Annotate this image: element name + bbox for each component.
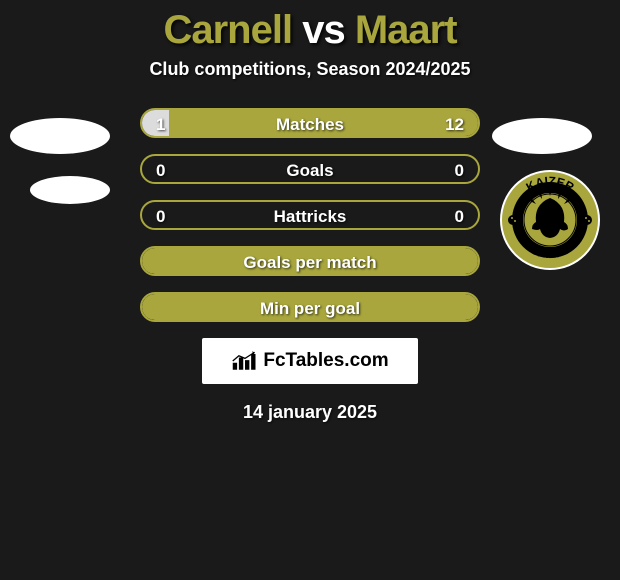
stat-row: Min per goal <box>140 292 480 322</box>
bars-icon <box>231 350 259 372</box>
stat-value-right: 0 <box>455 202 464 230</box>
title-player1: Carnell <box>163 8 292 52</box>
title-player2: Maart <box>355 8 457 52</box>
stat-value-left: 0 <box>156 156 165 184</box>
stat-bars: Matches112Goals00Hattricks00Goals per ma… <box>140 108 480 322</box>
page-title: Carnell vs Maart <box>0 0 620 53</box>
subtitle: Club competitions, Season 2024/2025 <box>0 59 620 80</box>
stat-value-right: 0 <box>455 156 464 184</box>
avatar-right-player <box>492 118 592 154</box>
stat-label: Hattricks <box>142 202 478 230</box>
stat-row: Goals per match <box>140 246 480 276</box>
stat-row: Goals0 0 <box>140 154 480 184</box>
avatar-left-player <box>10 118 110 154</box>
stats-card: Carnell vs Maart Club competitions, Seas… <box>0 0 620 580</box>
stat-label: Matches <box>142 110 478 138</box>
stat-value-left: 1 <box>156 110 165 138</box>
title-vs: vs <box>302 8 345 52</box>
brand-box: FcTables.com <box>202 338 418 384</box>
stat-row: Matches1 12 <box>140 108 480 138</box>
brand-text: FcTables.com <box>263 350 388 372</box>
stat-label: Min per goal <box>142 294 478 322</box>
club-badge-right: KAIZER CHIEFS <box>500 170 600 270</box>
stat-value-left: 0 <box>156 202 165 230</box>
kaizer-chiefs-badge-icon: KAIZER CHIEFS <box>500 170 600 270</box>
avatar-left-club <box>30 176 110 204</box>
stat-row: Hattricks0 0 <box>140 200 480 230</box>
stat-label: Goals per match <box>142 248 478 276</box>
stat-value-right: 12 <box>445 110 464 138</box>
stat-label: Goals <box>142 156 478 184</box>
date-label: 14 january 2025 <box>0 402 620 423</box>
